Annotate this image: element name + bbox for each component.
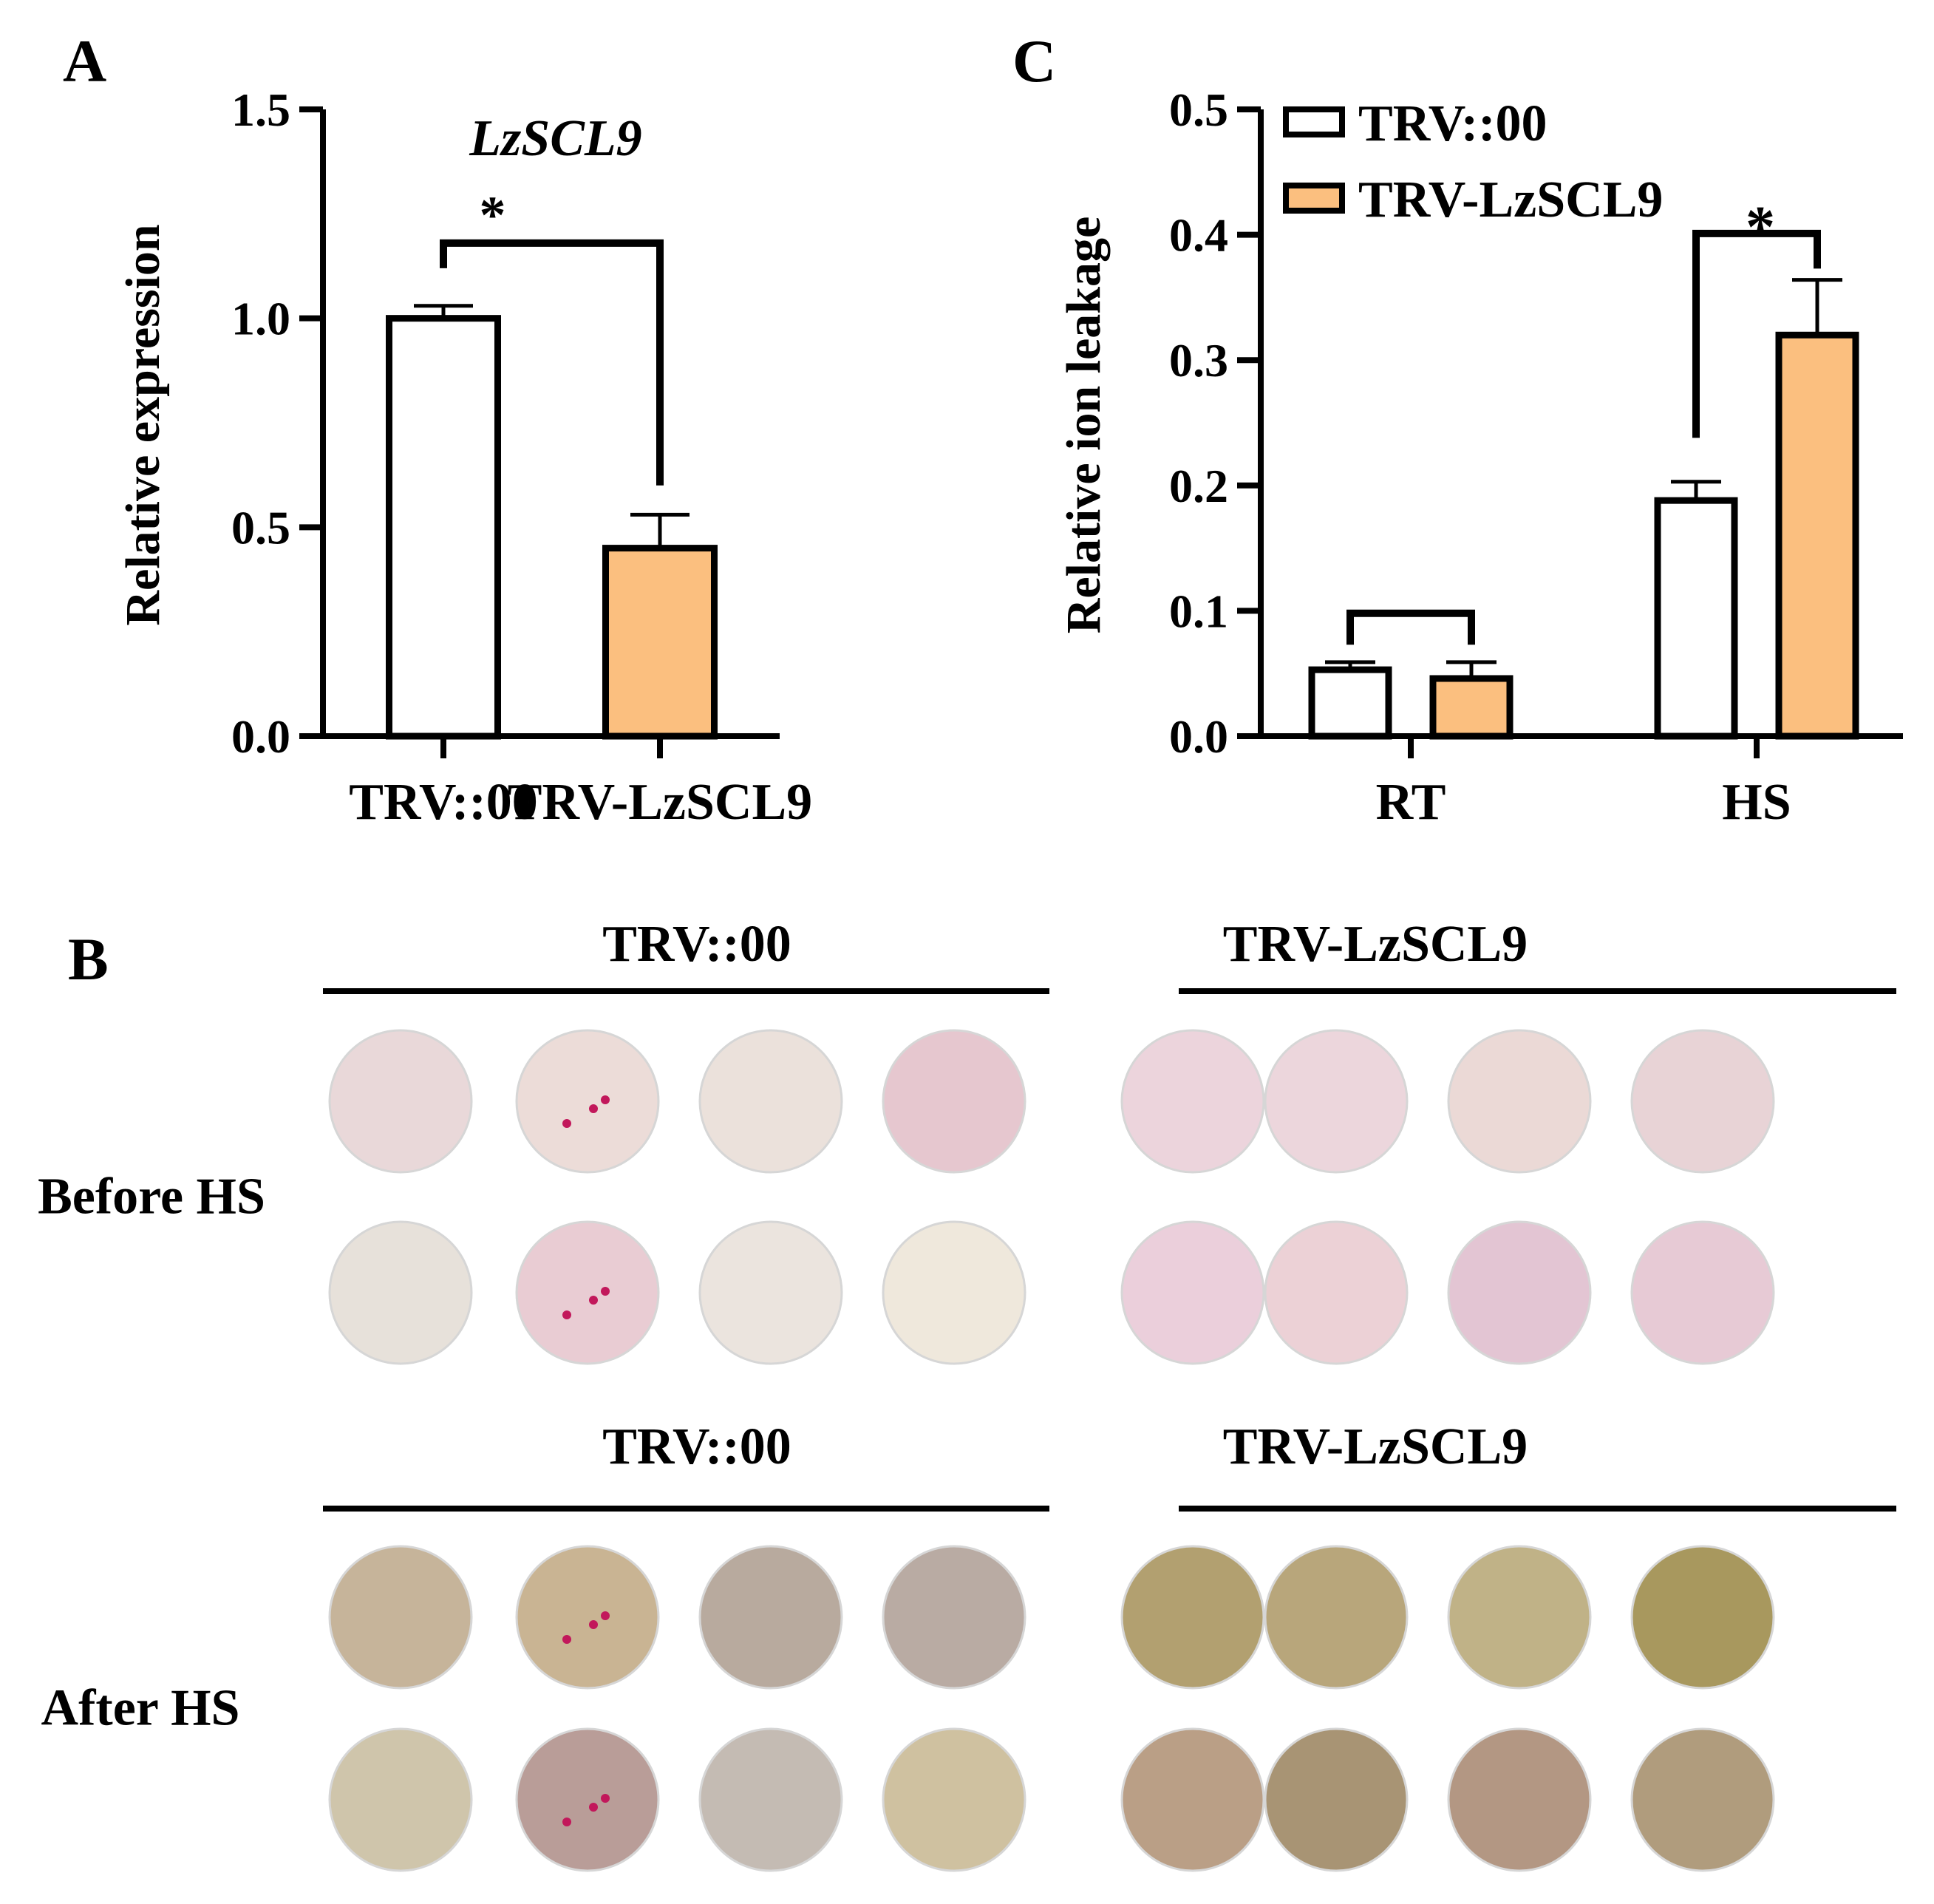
panel-c-x-labels: RT HS (1376, 736, 1791, 831)
group-label: TRV-LzSCL9 (1223, 916, 1528, 973)
panel-c: C Relative ion leakage 0.00.10.20.30.40.… (1012, 27, 1903, 831)
bar (602, 545, 718, 740)
leaf-disc (882, 1220, 1026, 1365)
leaf-disc (1120, 1029, 1265, 1174)
bar (1654, 497, 1738, 740)
y-tick-label: 1.0 (231, 293, 290, 345)
legend-swatch (1283, 183, 1345, 214)
leaf-disc (1447, 1545, 1592, 1690)
significance-star: * (480, 186, 506, 245)
legend-swatch (1283, 106, 1345, 137)
bar (1308, 666, 1392, 740)
significance-bracket (1346, 609, 1475, 645)
bar (386, 315, 501, 740)
x-tick-label: HS (1722, 774, 1791, 831)
leaf-disc (1630, 1727, 1775, 1872)
leaf-disc (1630, 1029, 1775, 1174)
x-tick-label: TRV-LzSCL9 (508, 774, 812, 831)
panel-a-marks: * (386, 186, 718, 740)
panel-c-y-axis-label: Relative ion leakage (1057, 217, 1111, 634)
leaf-disc (698, 1727, 843, 1872)
panel-a-letter: A (63, 27, 106, 95)
red-spot (601, 1611, 610, 1620)
red-spot (601, 1794, 610, 1803)
leaf-disc (882, 1029, 1026, 1174)
leaf-disc (515, 1220, 660, 1365)
leaf-disc (1447, 1029, 1592, 1174)
panel-a-title: LzSCL9 (469, 110, 641, 167)
red-spot (562, 1119, 571, 1128)
bar (1429, 675, 1514, 740)
y-tick-label: 0.0 (1169, 710, 1228, 763)
y-tick-label: 0.5 (231, 501, 290, 554)
leaf-disc (1120, 1220, 1265, 1365)
significance-star: * (1746, 195, 1775, 260)
group-label: TRV::00 (602, 916, 791, 973)
panel-c-y-ticks: 0.0 0.1 0.2 0.3 0.4 0.5 (1169, 84, 1261, 763)
leaf-disc (1264, 1545, 1409, 1690)
y-tick-label: 0.4 (1169, 209, 1228, 262)
group-label: TRV::00 (602, 1418, 791, 1475)
y-tick-label: 1.5 (231, 84, 290, 136)
panel-a-y-ticks: 0.0 0.5 1.0 1.5 (231, 84, 323, 763)
x-tick-label: TRV::00 (349, 774, 538, 831)
leaf-disc (1630, 1545, 1775, 1690)
panel-a: A LzSCL9 Relative expression 0.0 0.5 1.0 1.… (63, 27, 812, 831)
bar (1775, 331, 1859, 740)
significance-bracket (1692, 229, 1821, 438)
leaf-disc (328, 1727, 473, 1872)
y-tick-label: 0.2 (1169, 460, 1228, 512)
leaf-disc (328, 1545, 473, 1690)
legend-label: TRV-LzSCL9 (1358, 171, 1663, 228)
leaf-disc (515, 1727, 660, 1872)
red-spot (589, 1620, 598, 1629)
red-spot (589, 1803, 598, 1812)
significance-bracket (440, 239, 664, 486)
x-tick-label: RT (1376, 774, 1446, 831)
row-label: Before HS (38, 1169, 265, 1225)
leaf-disc (328, 1029, 473, 1174)
legend-label: TRV::00 (1358, 95, 1547, 152)
leaf-disc (698, 1029, 843, 1174)
leaf-disc (882, 1727, 1026, 1872)
leaf-disc (1264, 1029, 1409, 1174)
red-spot (601, 1095, 610, 1104)
y-tick-label: 0.0 (231, 710, 290, 763)
leaf-disc (515, 1029, 660, 1174)
leaf-disc (1264, 1220, 1409, 1365)
red-spot (562, 1818, 571, 1826)
red-spot (562, 1310, 571, 1319)
leaf-disc (698, 1220, 843, 1365)
y-tick-label: 0.3 (1169, 334, 1228, 387)
leaf-disc (1120, 1545, 1265, 1690)
leaf-disc (1264, 1727, 1409, 1872)
leaf-disc (1120, 1727, 1265, 1872)
group-label: TRV-LzSCL9 (1223, 1418, 1528, 1475)
red-spot (589, 1296, 598, 1305)
leaf-disc (1630, 1220, 1775, 1365)
y-tick-label: 0.5 (1169, 84, 1228, 136)
panel-c-letter: C (1012, 27, 1056, 95)
leaf-disc (328, 1220, 473, 1365)
leaf-disc (1447, 1220, 1592, 1365)
y-tick-label: 0.1 (1169, 585, 1228, 637)
panel-c-marks: * (1308, 195, 1859, 740)
panel-b-letter: B (68, 925, 109, 993)
panel-a-y-axis-label: Relative expression (116, 224, 170, 625)
red-spot (562, 1635, 571, 1644)
leaf-disc (1447, 1727, 1592, 1872)
row-label: After HS (41, 1680, 240, 1737)
leaf-disc (882, 1545, 1026, 1690)
leaf-disc (698, 1545, 843, 1690)
red-spot (601, 1287, 610, 1296)
red-spot (589, 1104, 598, 1113)
leaf-disc (515, 1545, 660, 1690)
